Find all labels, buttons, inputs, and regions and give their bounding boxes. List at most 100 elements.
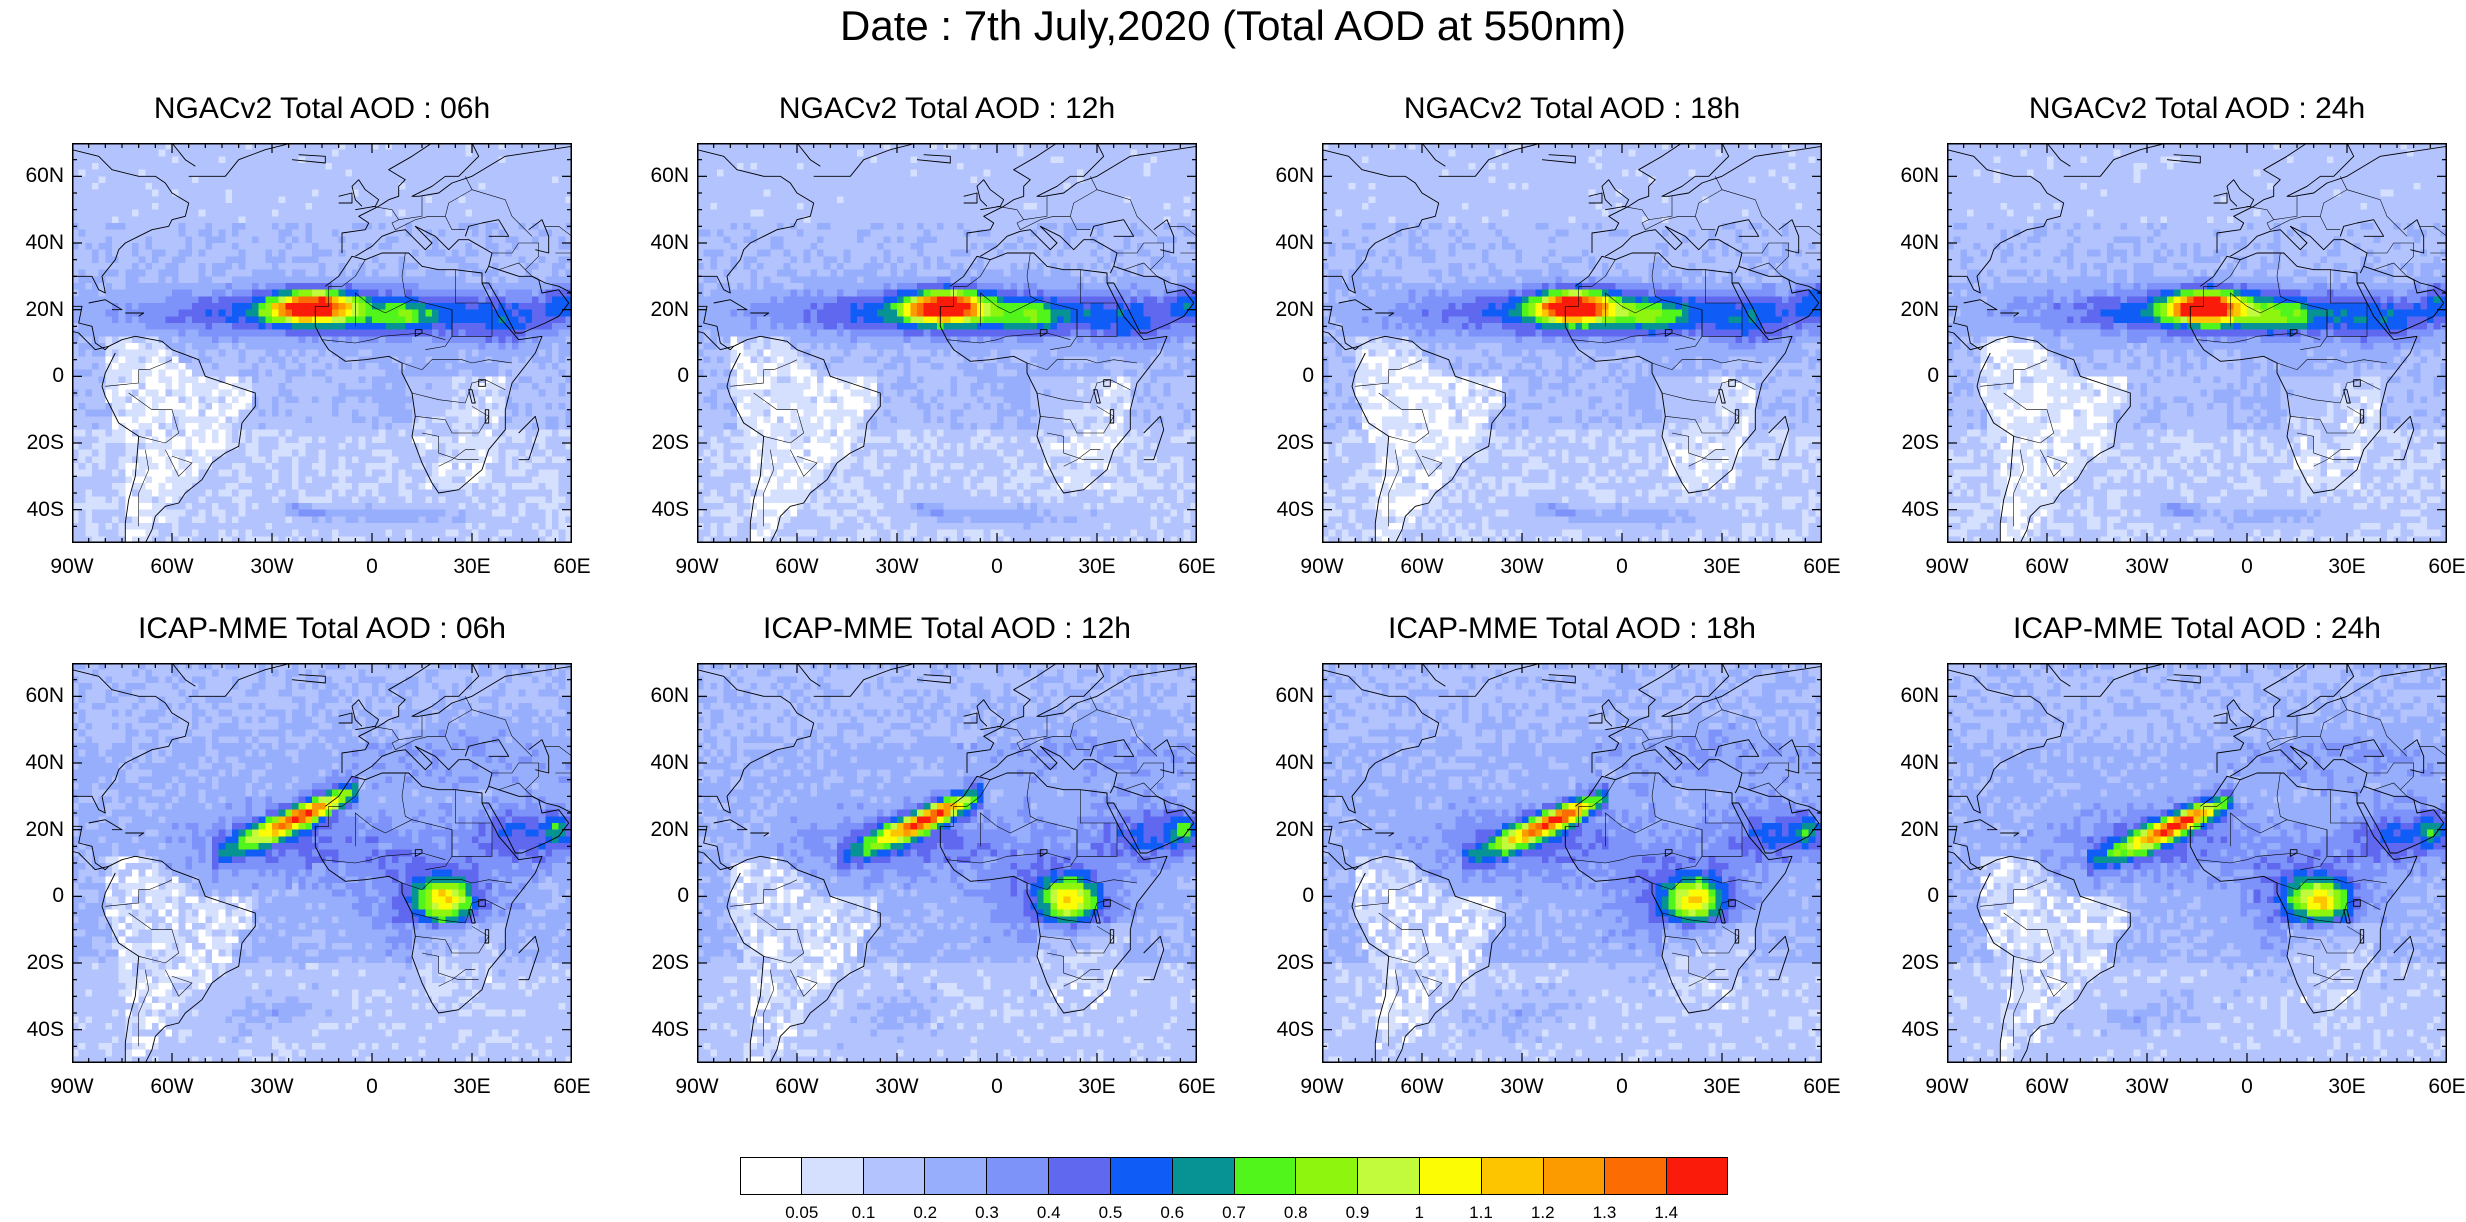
- lat-tick-label: 20N: [1244, 818, 1314, 842]
- lon-tick-label: 30W: [232, 555, 312, 579]
- lon-tick-label: 90W: [1282, 1075, 1362, 1099]
- aod-map-panel: [72, 663, 572, 1063]
- lat-tick-label: 20N: [619, 818, 689, 842]
- lat-tick-label: 0: [0, 884, 64, 908]
- aod-field: [1322, 663, 1822, 1063]
- country-borders: [730, 176, 1197, 527]
- lat-tick-label: 60N: [1869, 684, 1939, 708]
- colorbar: [740, 1157, 1728, 1195]
- colorbar-label: 1.3: [1575, 1204, 1635, 1222]
- lon-tick-label: 30E: [1682, 1075, 1762, 1099]
- lat-tick-label: 40S: [1244, 1018, 1314, 1042]
- panel-title: NGACv2 Total AOD : 06h: [72, 91, 572, 127]
- panel-title: NGACv2 Total AOD : 18h: [1322, 91, 1822, 127]
- lat-tick-label: 0: [619, 884, 689, 908]
- lon-tick-label: 30E: [1682, 555, 1762, 579]
- lat-tick-label: 0: [1869, 364, 1939, 388]
- colorbar-bin: [1296, 1157, 1359, 1195]
- lon-tick-label: 60E: [2407, 1075, 2466, 1099]
- colorbar-label: 0.8: [1266, 1204, 1326, 1222]
- map-frame: [1322, 663, 1822, 1063]
- lon-tick-label: 60W: [2007, 555, 2087, 579]
- lat-tick-label: 20N: [0, 298, 64, 322]
- lon-tick-label: 60W: [132, 1075, 212, 1099]
- aod-field: [697, 663, 1197, 1063]
- lon-tick-label: 60E: [1157, 1075, 1237, 1099]
- colorbar-bin: [1358, 1157, 1420, 1195]
- colorbar-label: 0.05: [772, 1204, 832, 1222]
- lat-tick-label: 0: [619, 364, 689, 388]
- colorbar-bin: [1110, 1157, 1173, 1195]
- aod-map-panel: [697, 663, 1197, 1063]
- lat-tick-label: 20N: [1244, 298, 1314, 322]
- country-borders: [730, 696, 1197, 1047]
- lon-tick-label: 60E: [1782, 555, 1862, 579]
- lat-tick-label: 0: [1869, 884, 1939, 908]
- colorbar-label: 0.6: [1142, 1204, 1202, 1222]
- aod-map-panel: [72, 143, 572, 543]
- lon-tick-label: 0: [957, 1075, 1037, 1099]
- aod-map-panel: [697, 143, 1197, 543]
- aod-grid-cells: [1322, 143, 1822, 543]
- lon-tick-label: 30E: [2307, 555, 2387, 579]
- lat-tick-label: 20S: [1244, 951, 1314, 975]
- coastlines: [1947, 143, 2447, 543]
- lon-tick-label: 60W: [1382, 555, 1462, 579]
- lon-tick-label: 30W: [857, 1075, 937, 1099]
- lon-tick-label: 90W: [657, 1075, 737, 1099]
- colorbar-bin: [1605, 1157, 1668, 1195]
- aod-grid-cells: [72, 143, 572, 543]
- aod-grid-cells: [697, 663, 1197, 1063]
- lon-tick-label: 0: [332, 1075, 412, 1099]
- lon-tick-label: 60E: [532, 1075, 612, 1099]
- lat-tick-label: 20N: [1869, 818, 1939, 842]
- colorbar-bin: [1543, 1157, 1606, 1195]
- country-borders: [1355, 696, 1822, 1047]
- lon-tick-label: 0: [1582, 555, 1662, 579]
- colorbar-bin: [801, 1157, 864, 1195]
- lat-tick-label: 40N: [1244, 231, 1314, 255]
- lon-tick-label: 0: [2207, 1075, 2287, 1099]
- aod-field: [1947, 663, 2447, 1063]
- lat-tick-label: 0: [1244, 884, 1314, 908]
- lat-tick-label: 60N: [0, 164, 64, 188]
- colorbar-bin: [740, 1157, 802, 1195]
- lat-tick-label: 40S: [619, 1018, 689, 1042]
- lat-tick-label: 20S: [619, 431, 689, 455]
- aod-field: [697, 143, 1197, 543]
- lon-tick-label: 0: [332, 555, 412, 579]
- lat-tick-label: 20N: [619, 298, 689, 322]
- aod-field: [1322, 143, 1822, 543]
- lon-tick-label: 30W: [2107, 555, 2187, 579]
- lat-tick-label: 40S: [1244, 498, 1314, 522]
- lon-tick-label: 90W: [32, 1075, 112, 1099]
- aod-grid-cells: [1322, 663, 1822, 1063]
- colorbar-bin: [987, 1157, 1050, 1195]
- map-frame: [1947, 663, 2447, 1063]
- country-borders: [1980, 176, 2447, 527]
- colorbar-label: 0.1: [834, 1204, 894, 1222]
- lat-tick-label: 20S: [619, 951, 689, 975]
- lat-tick-label: 40S: [1869, 1018, 1939, 1042]
- lat-tick-label: 20S: [0, 431, 64, 455]
- lon-tick-label: 30E: [1057, 555, 1137, 579]
- lat-tick-label: 40N: [1869, 231, 1939, 255]
- lat-tick-label: 40S: [619, 498, 689, 522]
- lon-tick-label: 0: [2207, 555, 2287, 579]
- lon-tick-label: 60W: [757, 1075, 837, 1099]
- colorbar-label: 1: [1389, 1204, 1449, 1222]
- lon-tick-label: 30E: [1057, 1075, 1137, 1099]
- colorbar-label: 0.9: [1328, 1204, 1388, 1222]
- aod-grid-cells: [697, 143, 1197, 543]
- aod-field: [72, 143, 572, 543]
- colorbar-bin: [1667, 1157, 1728, 1195]
- lon-tick-label: 30W: [857, 555, 937, 579]
- lat-tick-label: 20S: [1869, 951, 1939, 975]
- lon-tick-label: 90W: [32, 555, 112, 579]
- map-frame: [1947, 143, 2447, 543]
- aod-map-panel: [1947, 143, 2447, 543]
- lon-tick-label: 90W: [657, 555, 737, 579]
- coastlines: [1322, 663, 1822, 1063]
- colorbar-label: 0.2: [895, 1204, 955, 1222]
- lon-tick-label: 60E: [1157, 555, 1237, 579]
